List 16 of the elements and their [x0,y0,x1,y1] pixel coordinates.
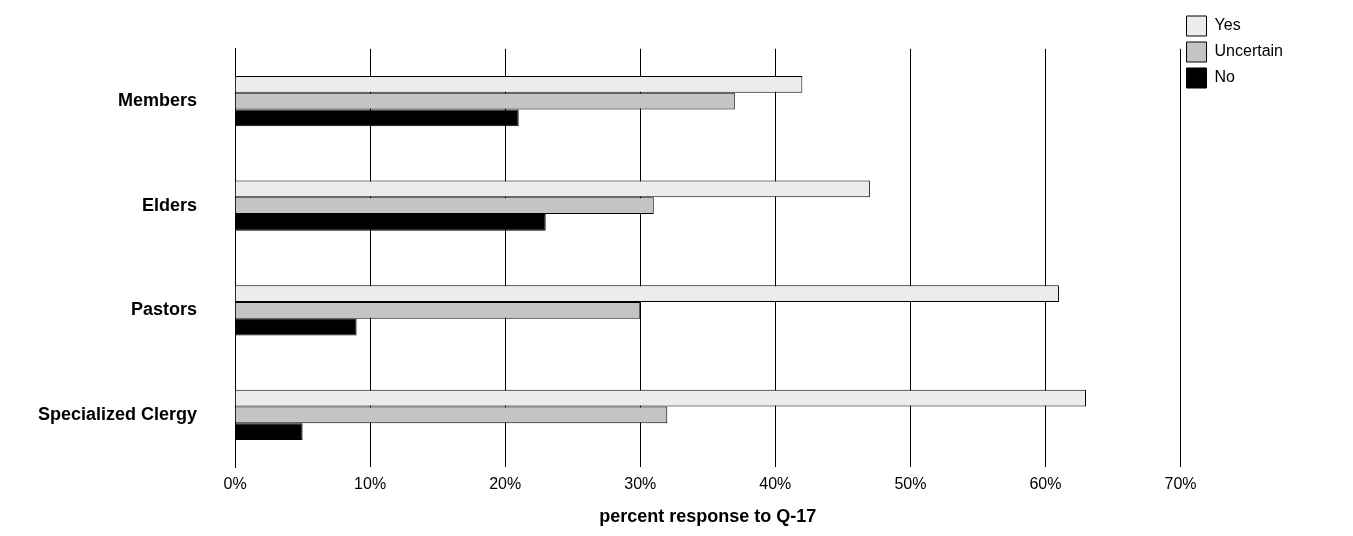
y-tick-label: Elders [142,194,198,215]
x-tick-label: 50% [894,475,927,493]
x-axis-title: percent response to Q-17 [599,506,817,527]
x-tick-label: 10% [354,475,387,493]
legend-label: No [1214,68,1236,86]
x-tick-label: 60% [1029,475,1062,493]
x-tick-label: 40% [759,475,792,493]
y-tick-label: Pastors [131,299,198,320]
x-tick-label: 30% [624,475,657,493]
legend-label: Yes [1214,16,1241,34]
y-tick-label: Members [118,90,198,111]
x-tick-label: 20% [489,475,522,493]
x-tick-label: 70% [1164,475,1197,493]
x-tick-label: 0% [223,475,247,493]
y-tick-label: Specialized Clergy [37,403,198,424]
legend-label: Uncertain [1214,42,1284,60]
